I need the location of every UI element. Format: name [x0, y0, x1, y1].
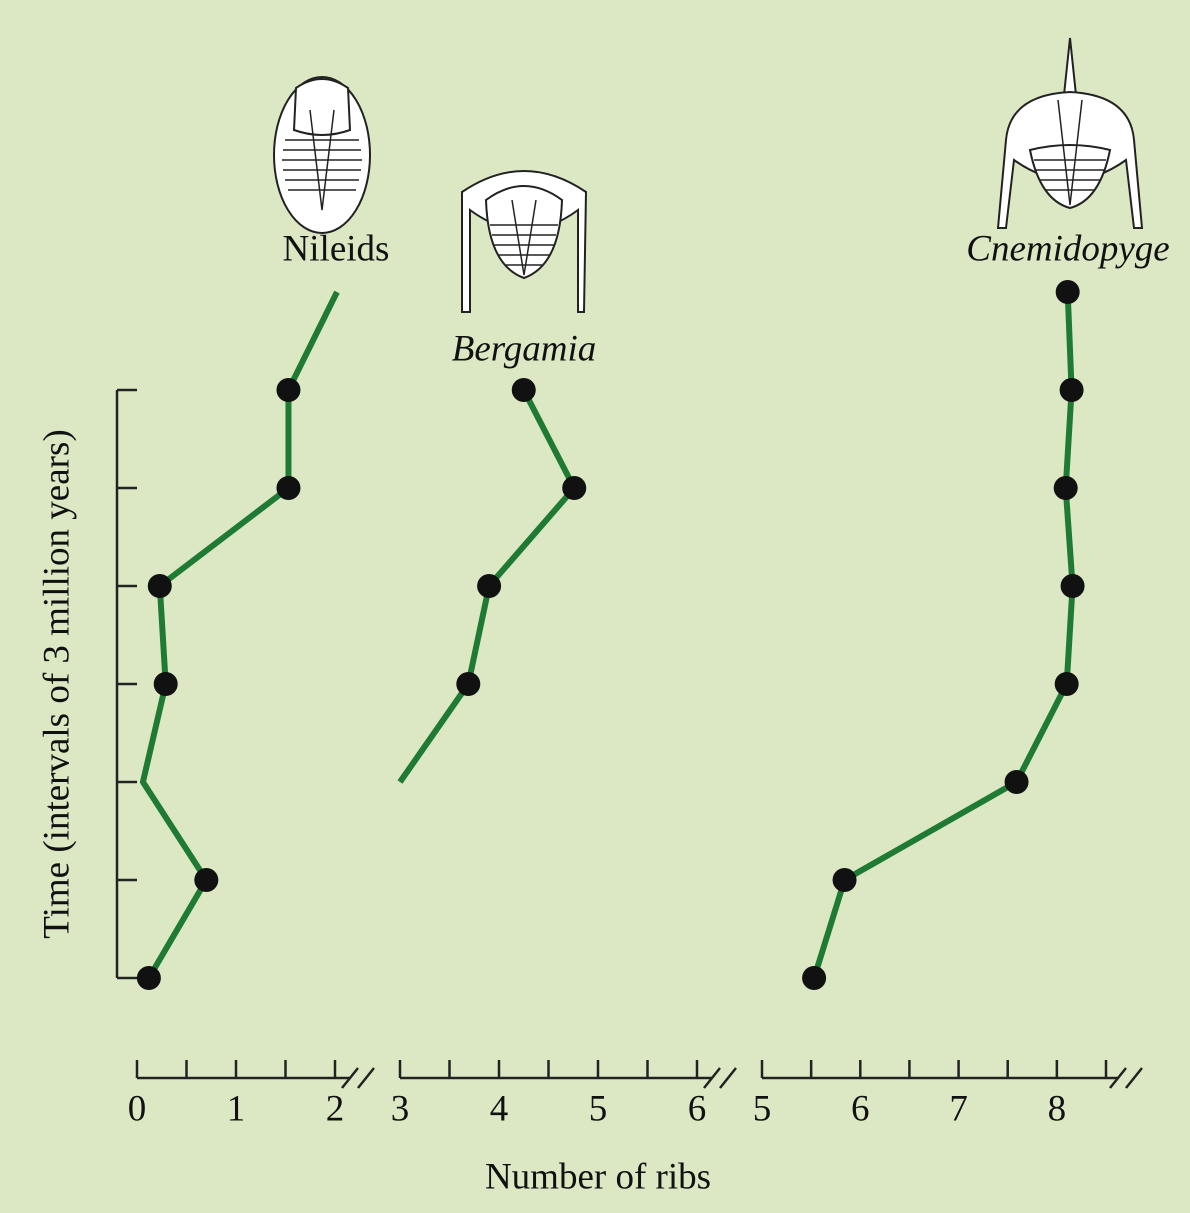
data-point [456, 672, 480, 696]
data-point [276, 378, 300, 402]
x-tick-label: 1 [227, 1088, 246, 1129]
data-point [512, 378, 536, 402]
x-tick-label: 0 [128, 1088, 147, 1129]
data-point [1061, 574, 1085, 598]
nileid-drawing [274, 77, 370, 233]
data-point [194, 868, 218, 892]
chart: Number of ribs Nileids Time (intervals of… [0, 0, 1190, 1213]
x-tick-label: 7 [949, 1088, 968, 1129]
x-axis-title: Number of ribs [485, 1156, 711, 1197]
x-tick-label: 8 [1048, 1088, 1067, 1129]
data-point [1005, 770, 1029, 794]
data-point [562, 476, 586, 500]
data-point [477, 574, 501, 598]
data-point [1060, 378, 1084, 402]
x-tick-label: 5 [753, 1088, 772, 1129]
data-point [148, 574, 172, 598]
y-axis-title: Time (intervals of 3 million years) [36, 429, 77, 938]
x-tick-label: 6 [688, 1088, 707, 1129]
data-point [802, 966, 826, 990]
panel-title: Bergamia [452, 328, 597, 369]
data-point [833, 868, 857, 892]
data-point [1054, 476, 1078, 500]
data-point [137, 966, 161, 990]
panel-title: Nileids [283, 228, 390, 269]
data-point [154, 672, 178, 696]
x-tick-label: 6 [851, 1088, 870, 1129]
panel-title: Cnemidopyge [966, 228, 1169, 269]
x-tick-label: 2 [326, 1088, 345, 1129]
x-tick-label: 3 [391, 1088, 410, 1129]
data-point [1055, 672, 1079, 696]
data-point [1056, 280, 1080, 304]
x-tick-label: 4 [490, 1088, 509, 1129]
x-tick-label: 5 [589, 1088, 608, 1129]
data-point [276, 476, 300, 500]
